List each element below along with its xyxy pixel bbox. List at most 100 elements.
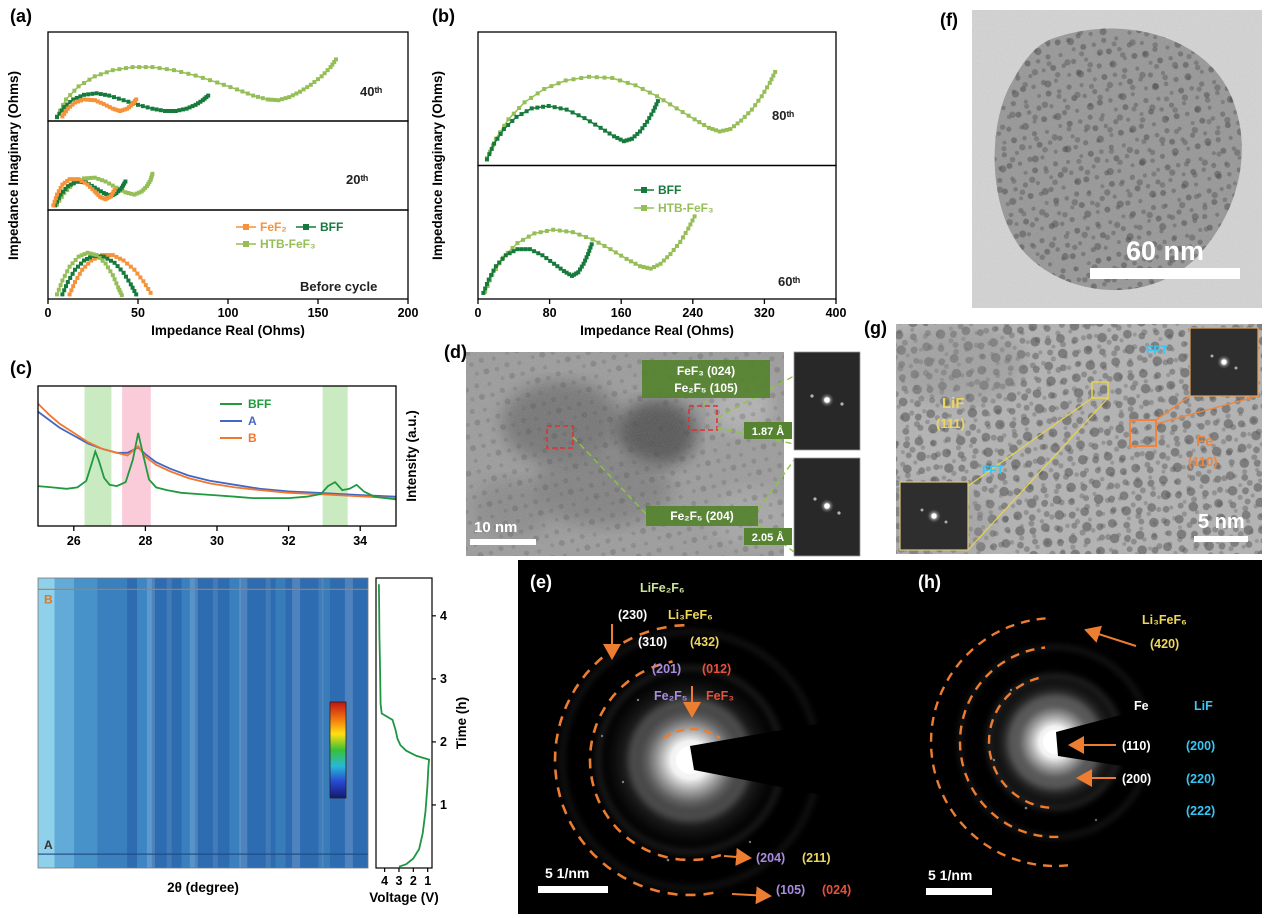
plane-012: (012) — [702, 662, 731, 676]
marker — [61, 189, 65, 194]
marker — [76, 177, 81, 182]
marker — [649, 112, 654, 117]
marker — [76, 99, 80, 104]
plane-105: (105) — [776, 883, 805, 897]
marker — [95, 99, 100, 104]
marker — [487, 152, 492, 157]
fe-connector-lines — [1155, 395, 1259, 425]
lif-plane-label: (111) — [936, 416, 965, 431]
state-marker: B — [44, 592, 53, 606]
marker — [116, 96, 121, 101]
marker — [484, 157, 489, 162]
marker — [579, 76, 584, 81]
panel-c-xrd-chart: 26 28 30 32 34 Intensity (a.u.) BFF AB — [37, 385, 419, 548]
panel-g-hrtem: LiF (111) FFT FFT Fe (110) 5 nm — [896, 324, 1262, 554]
marker — [74, 95, 79, 100]
marker — [124, 274, 128, 279]
panel-g-letter: (g) — [864, 318, 887, 338]
marker — [82, 176, 86, 181]
marker — [60, 182, 65, 187]
dspacing-box-1 — [744, 422, 792, 439]
marker — [90, 187, 95, 192]
annotation: Before cycle — [300, 279, 377, 294]
marker — [113, 107, 118, 112]
marker — [55, 192, 59, 197]
marker — [629, 136, 634, 141]
marker — [57, 198, 62, 203]
marker — [514, 114, 519, 119]
marker — [328, 65, 333, 70]
marker — [51, 203, 56, 208]
xrd-curve — [37, 402, 397, 499]
marker — [62, 288, 67, 293]
annotation-arrows — [1068, 625, 1137, 787]
marker — [60, 114, 65, 119]
marker — [501, 127, 506, 132]
marker — [79, 178, 84, 183]
marker — [661, 258, 666, 263]
marker — [584, 255, 589, 260]
marker — [610, 76, 615, 81]
marker — [491, 268, 496, 273]
marker — [76, 84, 81, 89]
marker — [702, 123, 707, 127]
annotation-arrows — [603, 624, 772, 905]
heatmap-band — [54, 578, 75, 868]
state-marker: A — [44, 838, 53, 852]
marker — [68, 100, 73, 105]
marker — [523, 247, 528, 252]
highlight-band — [322, 386, 348, 526]
marker — [117, 67, 122, 72]
marker — [590, 237, 595, 242]
marker — [665, 255, 670, 260]
marker — [635, 131, 640, 136]
marker — [710, 127, 715, 132]
marker — [625, 80, 630, 85]
marker — [110, 192, 115, 197]
marker — [627, 137, 632, 142]
marker — [79, 253, 84, 258]
marker — [123, 179, 128, 184]
marker — [94, 91, 99, 96]
legend-item: BFF — [248, 397, 271, 411]
marker — [671, 247, 676, 252]
panel-e-letter: (e) — [530, 572, 552, 592]
marker — [572, 272, 577, 277]
colorbar — [329, 701, 347, 799]
marker — [110, 68, 115, 73]
x-axis-label: 2θ (degree) — [167, 880, 239, 895]
marker — [692, 117, 697, 122]
marker — [762, 89, 767, 94]
marker — [65, 102, 70, 107]
plane-204: (204) — [756, 851, 785, 865]
marker — [564, 229, 569, 234]
marker — [91, 252, 96, 257]
marker — [65, 280, 70, 285]
scale-bar — [470, 539, 536, 545]
fe-plane-200: (200) — [1122, 772, 1151, 786]
marker — [497, 260, 502, 265]
voltage-axis-label: Voltage (V) — [369, 890, 439, 905]
marker — [111, 190, 116, 195]
heatmap-band — [97, 578, 128, 868]
marker — [65, 184, 70, 189]
marker — [137, 190, 142, 195]
marker — [67, 264, 72, 269]
marker — [85, 250, 90, 255]
marker — [126, 99, 131, 104]
marker — [68, 93, 73, 98]
marker — [101, 191, 106, 196]
marker — [583, 258, 588, 263]
scale-label: 5 1/nm — [545, 865, 589, 881]
marker — [484, 282, 489, 287]
marker — [56, 196, 61, 201]
x-tick: 30 — [210, 534, 224, 548]
marker — [143, 283, 148, 288]
marker — [148, 290, 153, 295]
marker — [106, 193, 111, 198]
marker — [80, 267, 85, 272]
fef3-label: FeF₃ — [706, 689, 734, 703]
marker — [265, 97, 270, 102]
marker — [674, 106, 679, 111]
marker — [593, 122, 598, 127]
